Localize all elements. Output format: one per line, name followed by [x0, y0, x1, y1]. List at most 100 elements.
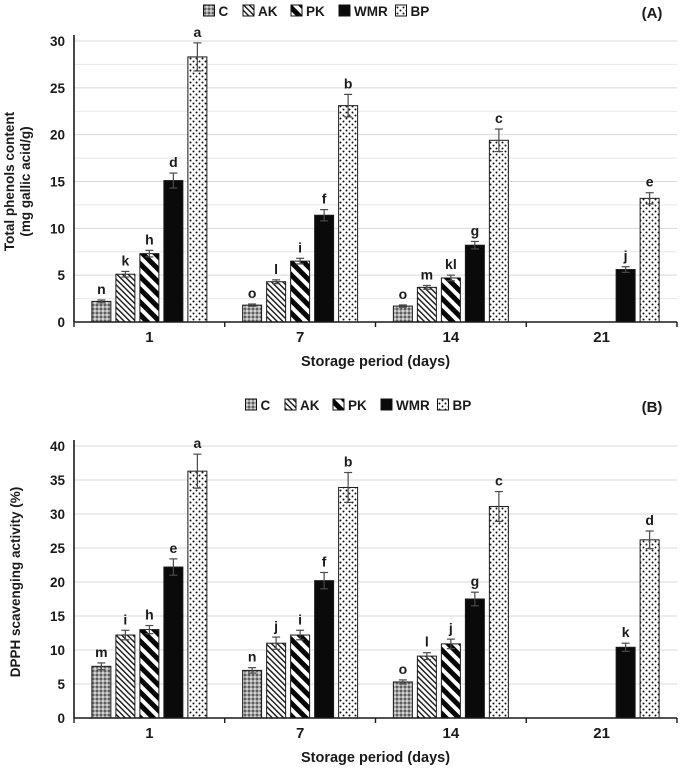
- legend-swatch-BP: [395, 4, 407, 17]
- legend-label-WMR: WMR: [354, 4, 388, 19]
- sig-letter: n: [97, 281, 106, 297]
- error-bar: [272, 636, 281, 650]
- legend-label-BP: BP: [411, 4, 430, 19]
- sig-letter: l: [425, 634, 429, 650]
- x-category-label: 14: [443, 725, 460, 742]
- y-axis-title: Total phenols content: [2, 111, 17, 251]
- legend-swatch-C: [203, 4, 215, 17]
- legend-swatch-AK: [242, 4, 255, 17]
- bar-AK-day14: [416, 286, 437, 323]
- bar-BP-day7: [338, 105, 359, 323]
- legend-label-PK: PK: [306, 4, 325, 19]
- y-tick-label: 30: [50, 507, 65, 522]
- x-category-label: 1: [145, 329, 153, 346]
- sig-letter: l: [274, 261, 278, 277]
- y-tick-label: 10: [50, 221, 65, 236]
- error-bar: [296, 629, 305, 641]
- sig-letter: g: [471, 222, 480, 238]
- sig-letter: i: [298, 239, 302, 255]
- bar-WMR-day1: [163, 180, 184, 323]
- sig-letter: o: [399, 661, 408, 677]
- error-bar: [169, 558, 178, 576]
- error-bar: [320, 209, 329, 222]
- bar-BP-day21: [639, 197, 660, 323]
- sig-letter: d: [169, 154, 178, 170]
- bar-BP-day14: [488, 139, 509, 323]
- legend-swatch-WMR: [380, 398, 393, 411]
- bar-BP-day1: [187, 470, 208, 719]
- bar-PK-day14: [440, 277, 461, 323]
- bar-AK-day7: [266, 642, 287, 719]
- x-category-label: 21: [593, 329, 610, 346]
- sig-letter: o: [399, 286, 408, 302]
- sig-letter: j: [448, 620, 453, 636]
- error-bar: [398, 679, 407, 685]
- error-bar: [494, 128, 503, 153]
- legend-label-WMR: WMR: [396, 398, 430, 413]
- legend-label-C: C: [261, 398, 271, 413]
- y-tick-label: 35: [50, 473, 66, 488]
- panel-label: (A): [642, 5, 663, 22]
- error-bar: [248, 303, 257, 307]
- bar-C-day7: [242, 304, 263, 323]
- bar-PK-day7: [290, 260, 311, 323]
- sig-letter: a: [193, 24, 201, 40]
- sig-letter: k: [622, 624, 630, 640]
- sig-letter: j: [273, 618, 278, 634]
- bar-WMR-day14: [464, 244, 485, 323]
- error-bar: [320, 571, 329, 590]
- sig-letter: kl: [445, 256, 457, 272]
- sig-letter: h: [145, 231, 154, 247]
- bar-C-day14: [392, 305, 413, 323]
- legend-label-AK: AK: [300, 398, 320, 413]
- bar-PK-day1: [139, 629, 160, 719]
- error-bar: [145, 624, 154, 635]
- y-tick-label: 40: [50, 439, 65, 454]
- error-bar: [621, 642, 630, 652]
- x-category-label: 14: [443, 329, 460, 346]
- sig-letter: c: [495, 110, 503, 126]
- legend-label-PK: PK: [348, 398, 367, 413]
- sig-letter: k: [121, 252, 129, 268]
- error-bar: [398, 304, 407, 308]
- bar-WMR-day21: [615, 269, 636, 323]
- plot-area: m n o i j l h i j e f g k a b c d 0 5 10 15 20 25 30 35 40 1 7 14 21 S…: [8, 399, 678, 766]
- sig-letter: d: [645, 512, 654, 528]
- sig-letter: a: [193, 435, 201, 451]
- sig-letter: f: [322, 191, 327, 207]
- legend-swatch-PK: [290, 4, 303, 17]
- legend-swatch-AK: [284, 398, 297, 411]
- legend-swatch-BP: [437, 398, 449, 411]
- bar-BP-day7: [338, 486, 359, 719]
- error-bar: [248, 667, 257, 674]
- bar-PK-day14: [440, 643, 461, 719]
- legend-swatch-WMR: [338, 4, 351, 17]
- error-bar: [621, 266, 630, 273]
- bar-AK-day1: [115, 273, 136, 323]
- sig-letter: n: [248, 649, 257, 665]
- sig-letter: e: [169, 540, 177, 556]
- bar-AK-day1: [115, 634, 136, 719]
- y-tick-label: 25: [50, 81, 66, 96]
- bar-WMR-day7: [314, 580, 335, 719]
- x-axis-title: Storage period (days): [301, 750, 450, 766]
- sig-letter: b: [344, 75, 353, 91]
- panel-b-dpph-chart: m n o i j l h i j e f g k a b c d 0 5 10 15 20 25 30 35 40 1 7 14 21 S…: [8, 398, 678, 766]
- sig-letter: j: [623, 248, 628, 264]
- legend-swatch-PK: [332, 398, 345, 411]
- y-tick-label: 0: [57, 711, 65, 726]
- bar-C-day1: [91, 300, 112, 323]
- bar-C-day14: [392, 681, 413, 719]
- error-bar: [193, 453, 202, 489]
- x-category-label: 21: [593, 725, 610, 742]
- sig-letter: e: [646, 174, 654, 190]
- error-bar: [422, 284, 431, 290]
- error-bar: [344, 471, 353, 504]
- legend-swatch-C: [245, 398, 257, 411]
- y-tick-label: 20: [50, 128, 65, 143]
- y-tick-label: 20: [50, 575, 65, 590]
- error-bar: [272, 279, 281, 285]
- bar-C-day1: [91, 665, 112, 719]
- error-bar: [97, 299, 106, 304]
